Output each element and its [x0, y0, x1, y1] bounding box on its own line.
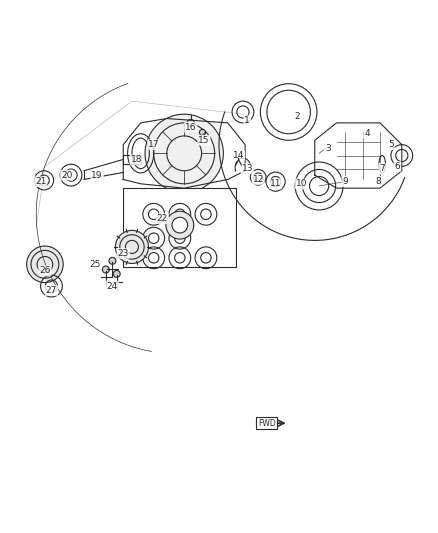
Text: 1: 1 — [244, 116, 250, 125]
Text: 11: 11 — [270, 179, 281, 188]
Text: 22: 22 — [157, 214, 168, 223]
Text: 16: 16 — [185, 123, 197, 132]
Circle shape — [109, 257, 116, 264]
Text: 8: 8 — [375, 177, 381, 186]
Text: 5: 5 — [388, 140, 394, 149]
Text: 18: 18 — [131, 156, 142, 164]
Text: 10: 10 — [296, 179, 307, 188]
Text: 2: 2 — [294, 112, 300, 121]
Text: 7: 7 — [379, 164, 385, 173]
Circle shape — [172, 217, 187, 233]
Text: 9: 9 — [343, 177, 348, 186]
Text: 27: 27 — [46, 286, 57, 295]
Text: 14: 14 — [233, 151, 244, 160]
Text: 19: 19 — [92, 171, 103, 180]
FancyBboxPatch shape — [123, 188, 237, 266]
Circle shape — [199, 130, 205, 135]
Text: FWD: FWD — [258, 419, 276, 427]
Circle shape — [187, 119, 194, 126]
Text: 21: 21 — [35, 177, 46, 186]
Text: 24: 24 — [107, 281, 118, 290]
Text: 25: 25 — [89, 260, 101, 269]
Text: 6: 6 — [395, 162, 400, 171]
Text: 4: 4 — [364, 130, 370, 138]
Text: 3: 3 — [325, 144, 331, 154]
Circle shape — [116, 230, 148, 263]
Circle shape — [145, 114, 223, 192]
Text: 26: 26 — [39, 266, 51, 276]
Text: 17: 17 — [148, 140, 159, 149]
FancyArrowPatch shape — [257, 421, 284, 426]
Text: 13: 13 — [241, 164, 253, 173]
Text: 12: 12 — [252, 175, 264, 184]
Text: 23: 23 — [117, 249, 129, 258]
Circle shape — [102, 266, 110, 273]
Text: 15: 15 — [198, 136, 209, 145]
Circle shape — [27, 246, 63, 282]
Text: 20: 20 — [61, 171, 72, 180]
Circle shape — [166, 211, 194, 239]
Circle shape — [113, 270, 120, 277]
